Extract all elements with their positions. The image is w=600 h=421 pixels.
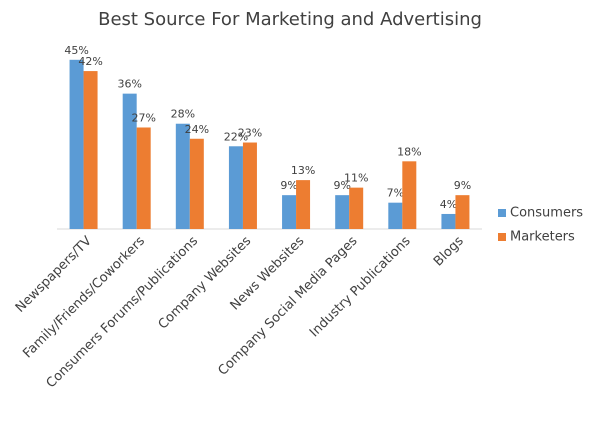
bar: [402, 161, 417, 229]
bar: [455, 195, 470, 229]
x-tick-label: Industry Publications: [307, 234, 414, 341]
bar: [189, 138, 204, 229]
bar: [282, 195, 297, 229]
value-label: 22%: [224, 130, 248, 143]
bar: [335, 195, 350, 229]
value-label: 13%: [291, 164, 315, 177]
value-label: 11%: [344, 172, 368, 185]
x-tick-label: Company Websites: [156, 234, 255, 333]
bar: [228, 146, 243, 229]
bar: [83, 71, 98, 229]
bar: [122, 93, 137, 229]
legend-swatch: [498, 209, 506, 217]
value-label: 9%: [454, 179, 471, 192]
value-label: 9%: [333, 179, 350, 192]
value-label: 36%: [117, 78, 141, 91]
value-label: 45%: [64, 44, 88, 57]
bar: [242, 142, 257, 229]
value-label: 4%: [440, 198, 457, 211]
bar: [349, 187, 364, 229]
x-tick-label: Blogs: [431, 234, 467, 270]
legend-label: Marketers: [510, 230, 575, 245]
value-label: 27%: [131, 111, 155, 124]
value-label: 9%: [280, 179, 297, 192]
value-label: 24%: [185, 123, 209, 136]
bar: [175, 123, 190, 229]
value-label: 23%: [238, 127, 262, 140]
value-label: 42%: [78, 55, 102, 68]
bar: [69, 59, 84, 229]
value-label: 28%: [171, 108, 195, 121]
chart-title: Best Source For Marketing and Advertisin…: [98, 9, 482, 30]
value-label: 7%: [387, 187, 404, 200]
bar: [441, 213, 456, 229]
value-label: 18%: [397, 145, 421, 158]
bar: [136, 127, 151, 229]
bar: [388, 202, 403, 229]
legend-swatch: [498, 233, 506, 241]
legend-label: Consumers: [510, 206, 583, 221]
bar: [296, 180, 311, 229]
